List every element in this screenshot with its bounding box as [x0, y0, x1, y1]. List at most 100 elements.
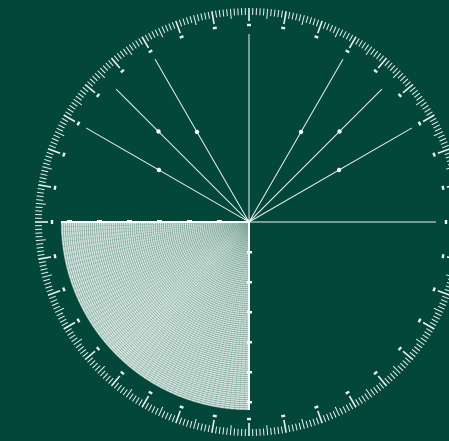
tick-dot: [179, 405, 184, 409]
tick-mark: [97, 365, 106, 374]
fan-line: [96, 221, 250, 333]
tick-mark: [280, 10, 283, 18]
tick-mark: [51, 302, 59, 307]
tick-mark: [437, 148, 449, 155]
tick-mark: [204, 424, 207, 432]
tick-mark: [277, 426, 280, 434]
fan-line: [146, 221, 250, 380]
tick-mark: [158, 406, 164, 417]
edge-tick: [67, 220, 72, 223]
fan-line: [119, 221, 250, 359]
tick-mark: [189, 420, 193, 428]
tick-mark: [36, 199, 44, 201]
edge-tick: [217, 220, 222, 223]
tick-mark: [77, 346, 84, 352]
tick-mark: [433, 307, 444, 313]
tick-mark: [329, 412, 334, 420]
tick-mark: [67, 331, 74, 336]
tick-mark: [141, 36, 150, 49]
tick-mark: [71, 337, 78, 343]
tick-mark: [59, 318, 67, 323]
fan-line: [134, 221, 250, 372]
tick-mark: [39, 264, 47, 267]
tick-mark: [440, 141, 448, 145]
tick-mark: [89, 78, 96, 84]
fan-line: [112, 221, 250, 352]
fan-line: [62, 221, 250, 247]
tick-mark: [315, 417, 320, 425]
edge-tick: [247, 341, 252, 344]
tick-mark: [397, 72, 404, 79]
tick-mark: [38, 256, 52, 260]
tick-mark: [105, 62, 111, 69]
tick-mark: [355, 399, 360, 406]
edge-tick: [97, 220, 102, 223]
tick-mark: [270, 427, 272, 435]
tick-mark: [84, 83, 96, 94]
tick-mark: [445, 167, 449, 170]
tick-mark: [312, 418, 316, 426]
tick-mark: [87, 81, 94, 87]
fan-line: [138, 221, 250, 375]
tick-mark: [439, 137, 447, 142]
tick-dot: [76, 121, 81, 126]
tick-mark: [135, 40, 140, 47]
tick-mark: [40, 268, 48, 271]
tick-mark: [204, 12, 207, 20]
tick-dot: [120, 68, 125, 74]
tick-mark: [168, 23, 172, 31]
tick-mark: [392, 70, 401, 79]
tick-mark: [47, 289, 61, 296]
tick-mark: [138, 38, 143, 45]
tick-mark: [291, 12, 294, 20]
tick-dot: [148, 390, 153, 395]
tick-dot: [53, 185, 57, 190]
tick-mark: [53, 305, 61, 310]
ray: [248, 58, 344, 223]
tick-dot: [314, 405, 319, 409]
fan-line: [172, 221, 250, 394]
tick-mark: [402, 360, 409, 366]
tick-mark: [446, 282, 449, 284]
tick-mark: [266, 8, 269, 19]
tick-mark: [189, 16, 193, 24]
tick-mark: [439, 302, 447, 307]
tick-mark: [110, 375, 121, 387]
ray: [248, 88, 383, 223]
tick-mark: [69, 105, 76, 110]
tick-mark: [54, 131, 65, 137]
tick-mark: [128, 44, 134, 51]
tick-mark: [92, 75, 98, 82]
tick-mark: [38, 184, 52, 188]
tick-dot: [373, 370, 378, 376]
tick-mark: [35, 239, 46, 242]
tick-mark: [193, 418, 197, 429]
quarter-fan: [60, 220, 252, 411]
fan-line: [83, 221, 250, 312]
tick-dot: [441, 254, 445, 259]
tick-mark: [270, 9, 272, 17]
tick-mark: [63, 114, 76, 123]
fan-line: [229, 221, 250, 409]
tick-mark: [444, 152, 449, 156]
fan-line: [190, 221, 250, 401]
tick-mark: [171, 415, 176, 422]
tick-dot: [397, 93, 403, 98]
tick-mark: [36, 243, 44, 245]
ray: [248, 127, 413, 223]
tick-mark: [326, 413, 330, 421]
tick-dot: [247, 23, 251, 27]
fan-line: [142, 221, 250, 378]
fan-line: [81, 221, 250, 308]
edge-tick: [247, 371, 252, 374]
tick-mark: [122, 389, 128, 396]
tick-mark: [42, 166, 53, 170]
tick-mark: [434, 312, 442, 317]
tick-dot: [148, 49, 153, 54]
tick-mark: [334, 406, 340, 417]
tick-dot: [247, 417, 251, 421]
tick-mark: [315, 19, 320, 27]
tick-mark: [46, 151, 54, 156]
tick-mark: [144, 402, 150, 410]
tick-mark: [433, 131, 444, 137]
